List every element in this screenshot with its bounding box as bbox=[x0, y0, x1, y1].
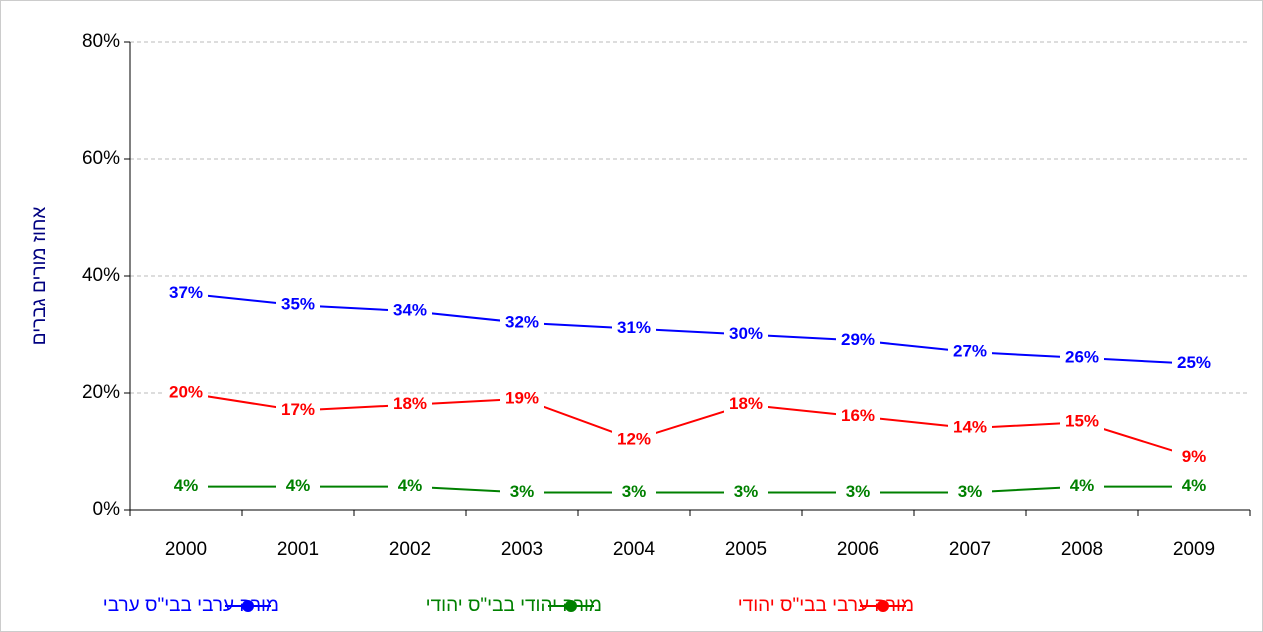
label-bg bbox=[500, 311, 544, 334]
x-tick-label: 2001 bbox=[277, 539, 319, 560]
label-bg bbox=[836, 405, 880, 428]
data-label: 18% bbox=[393, 394, 427, 413]
label-bg bbox=[612, 428, 656, 451]
legend-marker bbox=[242, 600, 254, 612]
y-tick-label: 80% bbox=[82, 31, 120, 52]
label-bg bbox=[612, 317, 656, 340]
x-tick-label: 2005 bbox=[725, 539, 767, 560]
data-label: 25% bbox=[1177, 353, 1211, 372]
series-line bbox=[186, 485, 1194, 494]
legend-marker bbox=[565, 600, 577, 612]
x-tick-label: 2009 bbox=[1173, 539, 1215, 560]
data-label: 17% bbox=[281, 400, 315, 419]
x-tick-label: 2008 bbox=[1061, 539, 1103, 560]
label-bg bbox=[836, 329, 880, 352]
y-axis-label: אחוז מורים גברים bbox=[29, 207, 50, 346]
y-tick-label: 0% bbox=[93, 499, 121, 520]
data-label: 34% bbox=[393, 301, 427, 320]
label-bg bbox=[1172, 475, 1216, 498]
label-bg bbox=[276, 475, 320, 498]
label-bg bbox=[164, 382, 208, 404]
data-label: 20% bbox=[169, 382, 203, 401]
label-bg bbox=[276, 294, 320, 317]
y-tick-label: 40% bbox=[82, 265, 120, 286]
data-label: 3% bbox=[510, 482, 535, 501]
data-label: 35% bbox=[281, 295, 315, 314]
label-bg bbox=[276, 399, 320, 422]
data-label: 4% bbox=[286, 476, 311, 495]
data-label: 18% bbox=[729, 394, 763, 413]
legend-label: מורה יהודי בבי"ס יהודי bbox=[426, 595, 602, 616]
legend-label: מורה ערבי בבי"ס ערבי bbox=[103, 595, 279, 616]
data-label: 14% bbox=[953, 418, 987, 437]
data-label: 31% bbox=[617, 318, 651, 337]
x-tick-label: 2004 bbox=[613, 539, 656, 560]
data-label: 9% bbox=[1182, 447, 1207, 466]
label-bg bbox=[1060, 411, 1104, 434]
series-line bbox=[185, 292, 1195, 365]
legend-label: מורה ערבי בבי"ס יהודי bbox=[738, 595, 914, 616]
data-label: 3% bbox=[958, 482, 983, 501]
label-bg bbox=[388, 300, 432, 323]
label-bg bbox=[948, 341, 992, 364]
label-bg bbox=[948, 417, 992, 440]
x-tick-label: 2007 bbox=[949, 539, 991, 560]
label-bg bbox=[724, 393, 768, 416]
label-bg bbox=[1172, 352, 1216, 375]
data-label: 30% bbox=[729, 324, 763, 343]
data-label: 3% bbox=[622, 482, 647, 501]
x-tick-label: 2003 bbox=[501, 539, 543, 560]
data-label: 27% bbox=[953, 342, 987, 361]
label-bg bbox=[388, 393, 432, 416]
y-tick-label: 20% bbox=[82, 382, 120, 403]
label-bg bbox=[1060, 346, 1104, 369]
data-label: 12% bbox=[617, 429, 651, 448]
label-bg bbox=[500, 387, 544, 410]
data-label: 4% bbox=[174, 476, 199, 495]
label-bg bbox=[1060, 475, 1104, 498]
label-bg bbox=[164, 282, 208, 305]
label-bg bbox=[612, 481, 656, 504]
data-label: 3% bbox=[734, 482, 759, 501]
legend-marker bbox=[877, 600, 889, 612]
x-tick-label: 2000 bbox=[165, 539, 207, 560]
x-tick-label: 2002 bbox=[389, 539, 431, 560]
data-label: 19% bbox=[505, 388, 539, 407]
data-label: 15% bbox=[1065, 412, 1099, 431]
data-label: 4% bbox=[1070, 476, 1095, 495]
label-bg bbox=[1172, 446, 1216, 469]
data-label: 37% bbox=[169, 283, 203, 302]
data-label: 16% bbox=[841, 406, 875, 425]
data-label: 3% bbox=[846, 482, 871, 501]
label-bg bbox=[388, 475, 432, 498]
label-bg bbox=[724, 481, 768, 504]
data-label: 29% bbox=[841, 330, 875, 349]
data-label: 4% bbox=[1182, 476, 1207, 495]
data-label: 26% bbox=[1065, 347, 1099, 366]
label-bg bbox=[836, 481, 880, 504]
y-tick-label: 60% bbox=[82, 148, 120, 169]
label-bg bbox=[500, 481, 544, 504]
data-label: 4% bbox=[398, 476, 423, 495]
series-line bbox=[185, 392, 1195, 459]
label-bg bbox=[164, 475, 208, 498]
x-tick-label: 2006 bbox=[837, 539, 879, 560]
label-bg bbox=[948, 481, 992, 504]
data-label: 32% bbox=[505, 312, 539, 331]
label-bg bbox=[724, 323, 768, 346]
